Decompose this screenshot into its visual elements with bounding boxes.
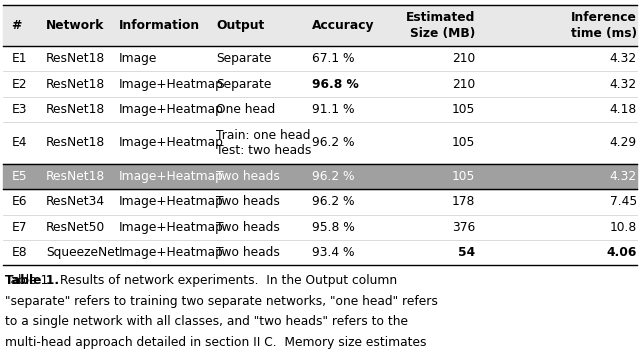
Text: Information: Information [118,19,200,32]
Text: E5: E5 [12,170,27,183]
Text: Two heads: Two heads [216,196,280,208]
Text: 210: 210 [452,78,475,90]
Text: 95.8 %: 95.8 % [312,221,355,234]
Text: 96.2 %: 96.2 % [312,170,354,183]
Text: 10.8: 10.8 [609,221,637,234]
Text: 96.2 %: 96.2 % [312,137,354,149]
Text: 96.2 %: 96.2 % [312,196,354,208]
Text: 67.1 %: 67.1 % [312,52,354,65]
Text: 105: 105 [451,170,475,183]
Text: 96.8 %: 96.8 % [312,78,358,90]
Text: Accuracy: Accuracy [312,19,374,32]
Text: 4.29: 4.29 [610,137,637,149]
Text: E8: E8 [12,246,27,259]
Text: Test: two heads: Test: two heads [216,144,312,157]
Text: ResNet18: ResNet18 [46,137,106,149]
Text: ResNet18: ResNet18 [46,52,106,65]
Text: to a single network with all classes, and "two heads" refers to the: to a single network with all classes, an… [5,315,408,328]
Text: 178: 178 [451,196,475,208]
Text: Image+Heatmap: Image+Heatmap [118,78,223,90]
Text: E1: E1 [12,52,27,65]
Text: E3: E3 [12,103,27,116]
Text: #: # [12,19,22,32]
Text: Two heads: Two heads [216,170,280,183]
Bar [3,5,637,46]
Text: E6: E6 [12,196,27,208]
Text: 93.4 %: 93.4 % [312,246,354,259]
Text: 54: 54 [458,246,475,259]
Text: ResNet18: ResNet18 [46,78,106,90]
Text: Image+Heatmap: Image+Heatmap [118,221,223,234]
Text: Image: Image [118,52,157,65]
Text: One head: One head [216,103,276,116]
Text: 4.32: 4.32 [610,52,637,65]
Text: Size (MB): Size (MB) [410,27,475,40]
Text: Image+Heatmap: Image+Heatmap [118,196,223,208]
Text: Separate: Separate [216,78,272,90]
Text: 4.06: 4.06 [607,246,637,259]
Bar [3,164,637,189]
Text: Estimated: Estimated [406,11,475,24]
Text: 4.18: 4.18 [609,103,637,116]
Text: Output: Output [216,19,264,32]
Text: Train: one head: Train: one head [216,129,311,142]
Text: E4: E4 [12,137,27,149]
Text: Separate: Separate [216,52,272,65]
Text: Inference: Inference [571,11,637,24]
Text: Image+Heatmap: Image+Heatmap [118,137,223,149]
Text: Image+Heatmap: Image+Heatmap [118,246,223,259]
Text: ResNet34: ResNet34 [46,196,105,208]
Text: 210: 210 [452,52,475,65]
Text: Two heads: Two heads [216,246,280,259]
Text: 91.1 %: 91.1 % [312,103,354,116]
Text: 7.45: 7.45 [609,196,637,208]
Text: Image+Heatmap: Image+Heatmap [118,103,223,116]
Text: Two heads: Two heads [216,221,280,234]
Text: 105: 105 [451,137,475,149]
Text: Table 1.: Table 1. [5,274,68,287]
Text: 4.32: 4.32 [610,78,637,90]
Text: 376: 376 [452,221,475,234]
Text: E2: E2 [12,78,27,90]
Text: Network: Network [46,19,104,32]
Text: "separate" refers to training two separate networks, "one head" refers: "separate" refers to training two separa… [5,295,438,308]
Text: ResNet18: ResNet18 [46,170,106,183]
Text: Table 1.  Results of network experiments.  In the Output column: Table 1. Results of network experiments.… [5,274,397,287]
Text: time (ms): time (ms) [571,27,637,40]
Text: 4.32: 4.32 [610,170,637,183]
Text: ResNet18: ResNet18 [46,103,106,116]
Text: E7: E7 [12,221,27,234]
Text: SqueezeNet: SqueezeNet [46,246,120,259]
Text: ResNet50: ResNet50 [46,221,106,234]
Text: Image+Heatmap: Image+Heatmap [118,170,223,183]
Text: multi-head approach detailed in section II C.  Memory size estimates: multi-head approach detailed in section … [5,336,427,349]
Text: 105: 105 [451,103,475,116]
